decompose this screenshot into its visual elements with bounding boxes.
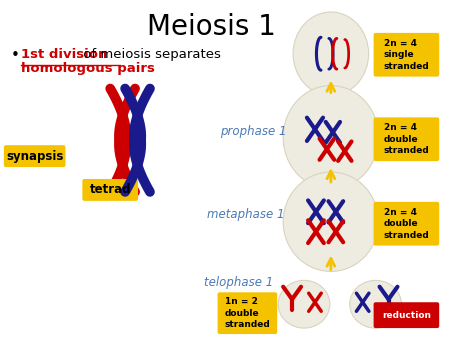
Text: 1st division: 1st division <box>21 48 107 61</box>
Ellipse shape <box>283 172 379 272</box>
Text: telophase 1: telophase 1 <box>204 276 273 289</box>
Text: tetrad: tetrad <box>90 184 131 196</box>
FancyBboxPatch shape <box>4 145 65 167</box>
FancyBboxPatch shape <box>374 33 439 77</box>
Text: •: • <box>11 48 20 63</box>
Text: 2n = 4
double
stranded: 2n = 4 double stranded <box>383 123 429 155</box>
Text: prophase 1: prophase 1 <box>219 125 286 138</box>
Ellipse shape <box>350 280 401 328</box>
Ellipse shape <box>283 86 379 189</box>
FancyBboxPatch shape <box>374 118 439 161</box>
Text: 2n = 4
double
stranded: 2n = 4 double stranded <box>383 208 429 240</box>
Text: homologous pairs: homologous pairs <box>21 62 155 75</box>
Text: Meiosis 1: Meiosis 1 <box>147 13 276 41</box>
Ellipse shape <box>293 12 369 95</box>
FancyBboxPatch shape <box>374 302 439 328</box>
Text: synapsis: synapsis <box>6 149 64 163</box>
Text: 1n = 2
double
stranded: 1n = 2 double stranded <box>225 297 270 329</box>
Text: reduction: reduction <box>382 311 431 320</box>
FancyBboxPatch shape <box>218 292 277 334</box>
Text: 2n = 4
single
stranded: 2n = 4 single stranded <box>383 39 429 71</box>
FancyBboxPatch shape <box>374 202 439 246</box>
Text: metaphase 1: metaphase 1 <box>207 208 284 221</box>
Ellipse shape <box>278 280 330 328</box>
Text: of meiosis separates: of meiosis separates <box>80 48 221 61</box>
FancyBboxPatch shape <box>82 179 138 201</box>
